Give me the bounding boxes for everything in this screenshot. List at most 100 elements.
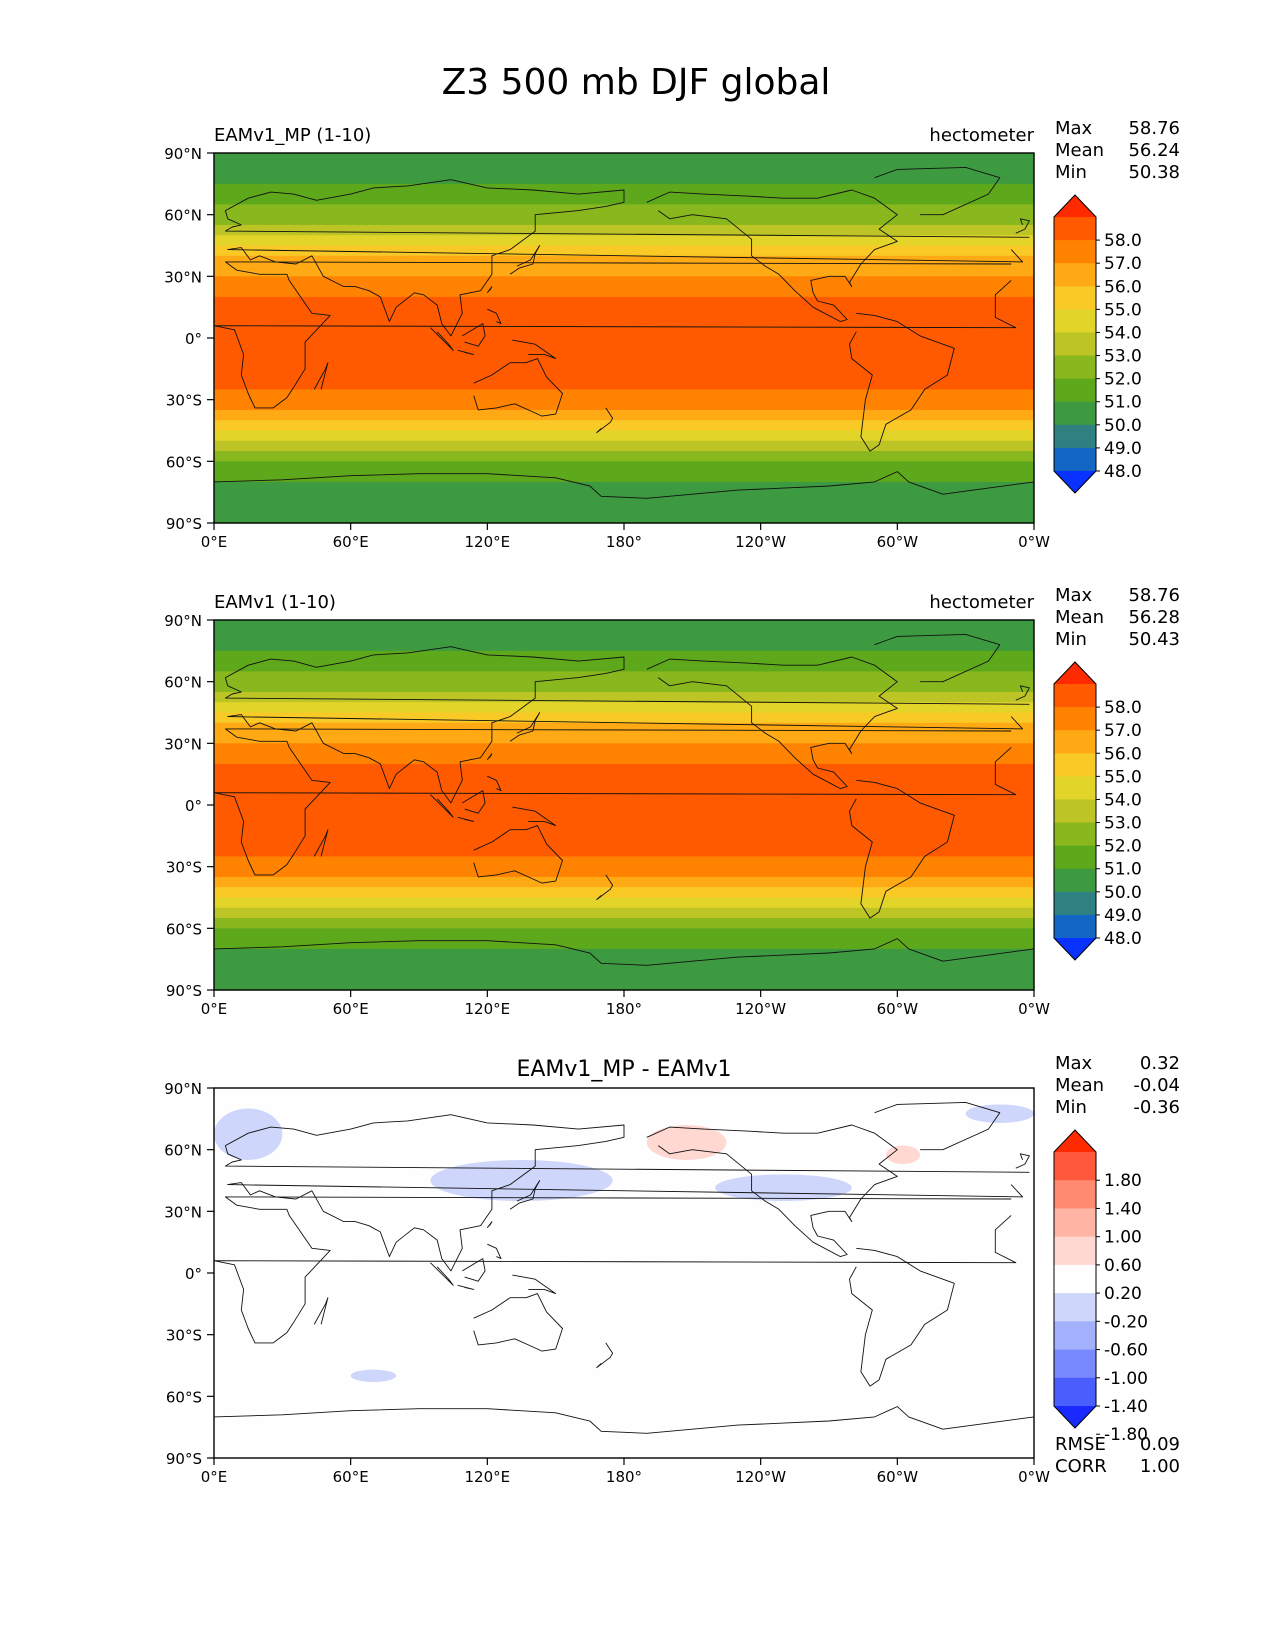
- coastline-10: [457, 816, 475, 822]
- field-band: [214, 681, 1034, 693]
- field-band: [214, 918, 1034, 929]
- field-band: [214, 743, 1034, 755]
- stat-label: Max: [1055, 118, 1093, 139]
- field-band: [214, 887, 1034, 899]
- colorbar-segment: [1054, 1152, 1096, 1181]
- field-band: [214, 938, 1034, 950]
- coastline-15: [486, 753, 493, 761]
- coastline-8: [509, 1180, 541, 1210]
- colorbar-segment: [1054, 1264, 1096, 1294]
- coastline-14: [596, 1342, 614, 1369]
- coastline-7: [1015, 218, 1030, 234]
- colorbar-segment: [1054, 1377, 1096, 1407]
- colorbar-label: 58.0: [1104, 698, 1142, 718]
- colorbar-segment: [1054, 286, 1096, 310]
- colorbar-extend-max: [1054, 1130, 1096, 1152]
- colorbar-segment: [1054, 424, 1096, 449]
- field-band: [214, 276, 1034, 288]
- y-tick-label: 0°: [185, 330, 202, 348]
- colorbar-label: 56.0: [1104, 744, 1142, 764]
- field-band: [214, 948, 1034, 960]
- x-tick-label: 180°: [606, 1000, 642, 1018]
- field-band: [214, 471, 1034, 483]
- anomaly-region: [965, 1104, 1034, 1123]
- colorbar-label: 56.0: [1104, 277, 1142, 297]
- colorbar-segment: [1054, 799, 1096, 824]
- field-band: [214, 502, 1034, 514]
- colorbar-label: -1.80: [1104, 1425, 1148, 1445]
- coastline-2: [473, 358, 563, 417]
- colorbar-segment: [1054, 868, 1096, 893]
- field-band: [214, 620, 1034, 631]
- coastline-15: [486, 1221, 493, 1229]
- map-frame: [213, 152, 1035, 524]
- colorbar-label: 51.0: [1104, 393, 1142, 413]
- colorbar-label: 49.0: [1104, 906, 1142, 926]
- coastlines: [213, 633, 1035, 966]
- colorbar-label: 48.0: [1104, 929, 1142, 949]
- coastline-12: [512, 1274, 557, 1295]
- field-band: [214, 163, 1034, 175]
- colorbar-segment: [1054, 1180, 1096, 1209]
- y-tick-label: 60°N: [164, 1142, 202, 1160]
- field-band: [214, 825, 1034, 837]
- stat-value: 56.28: [1128, 607, 1180, 628]
- x-tick-label: 0°W: [1018, 533, 1050, 551]
- colorbar-segment: [1054, 891, 1096, 916]
- y-tick-label: 0°: [185, 797, 202, 815]
- stat-label: Min: [1055, 629, 1087, 650]
- y-tick-label: 60°N: [164, 207, 202, 225]
- coastline-6: [874, 166, 1001, 216]
- field-band: [214, 733, 1034, 744]
- field-band: [214, 348, 1034, 360]
- stat-value: -0.04: [1133, 1075, 1180, 1096]
- stat-label: Mean: [1055, 607, 1104, 628]
- diff-background: [214, 1088, 1034, 1458]
- field-band: [214, 224, 1034, 236]
- y-tick-label: 90°N: [164, 612, 202, 630]
- coastlines: [213, 166, 1035, 499]
- axes: 90°N 60°N 30°N 0° 30°S 60°S 90°S0°E 60°E 120°E 18…: [164, 612, 1050, 1018]
- colorbar-segment: [1054, 1321, 1096, 1351]
- anomaly-region: [715, 1174, 852, 1202]
- x-tick-label: 120°E: [465, 1468, 511, 1486]
- stat-value: 50.38: [1128, 162, 1180, 183]
- colorbar-segment: [1054, 355, 1096, 380]
- stat-value: -0.36: [1133, 1097, 1180, 1118]
- field-band: [214, 409, 1034, 421]
- colorbar-extend-min: [1054, 1406, 1096, 1428]
- coastline-15: [486, 286, 493, 294]
- colorbar-segment: [1054, 776, 1096, 800]
- y-tick-label: 90°N: [164, 145, 202, 163]
- field-band: [214, 876, 1034, 888]
- colorbar-label: 50.0: [1104, 883, 1142, 903]
- metric-value: 1.00: [1140, 1456, 1180, 1477]
- field-band: [214, 307, 1034, 319]
- coastline-14: [596, 407, 614, 434]
- colorbar-segment: [1054, 217, 1096, 241]
- colorbar-label: 57.0: [1104, 721, 1142, 741]
- coastline-1: [224, 179, 1030, 337]
- anomaly-region: [646, 1125, 727, 1160]
- colorbar-label: 1.00: [1104, 1228, 1142, 1248]
- coastline-5: [213, 471, 1035, 499]
- x-tick-label: 60°W: [877, 1468, 919, 1486]
- field-band: [214, 173, 1034, 185]
- y-tick-label: 30°S: [166, 859, 202, 877]
- field-band: [214, 235, 1034, 247]
- coastline-13: [313, 1297, 329, 1325]
- coastline-6: [874, 1101, 1001, 1151]
- y-tick-label: 30°N: [164, 1203, 202, 1221]
- x-tick-label: 0°W: [1018, 1000, 1050, 1018]
- anomaly-region: [430, 1159, 613, 1202]
- colorbar-label: 54.0: [1104, 790, 1142, 810]
- stat-value: 56.24: [1128, 140, 1180, 161]
- colorbar-segment: [1054, 1236, 1096, 1266]
- colorbar-label: 0.60: [1104, 1256, 1142, 1276]
- colorbar-extend-max: [1054, 662, 1096, 684]
- coastline-5: [213, 938, 1035, 966]
- colorbar-segment: [1054, 1293, 1096, 1322]
- x-tick-label: 180°: [606, 533, 642, 551]
- stat-value: 58.76: [1128, 118, 1180, 139]
- field-band: [214, 327, 1034, 339]
